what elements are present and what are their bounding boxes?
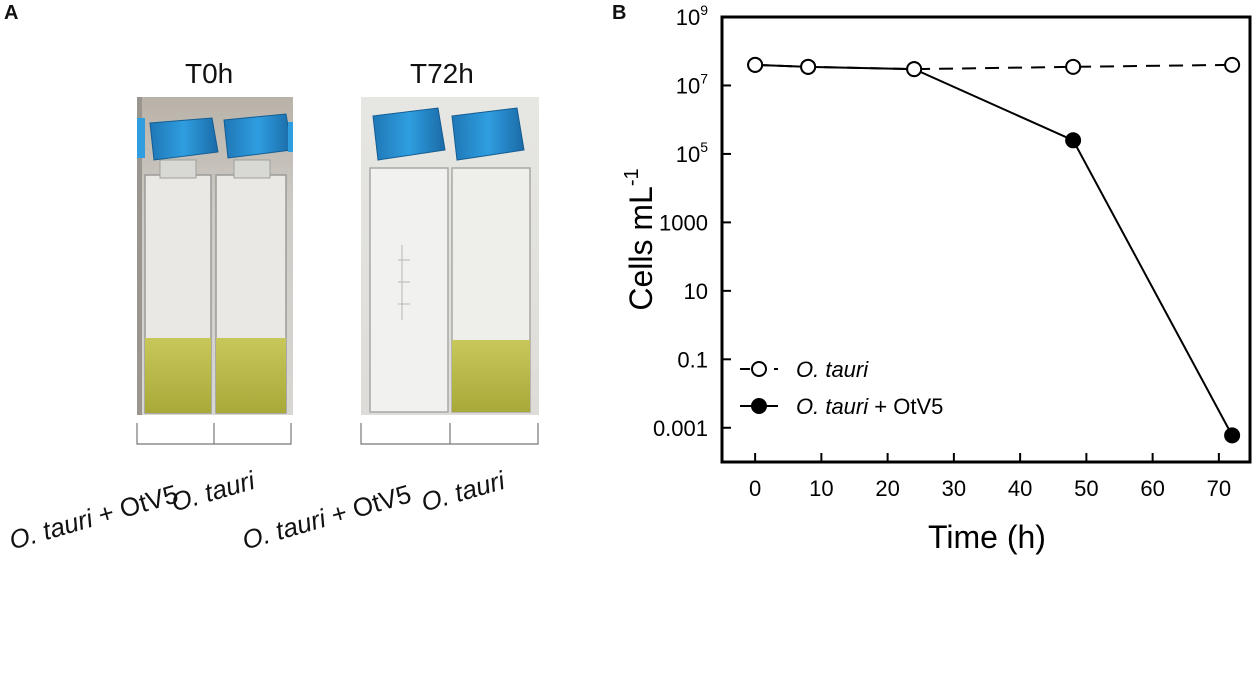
photo-title-t0h: T0h	[185, 58, 234, 89]
x-tick-label: 70	[1207, 476, 1231, 501]
x-tick-label: 30	[942, 476, 966, 501]
x-tick-label: 10	[809, 476, 833, 501]
data-point-filled	[1065, 132, 1082, 149]
legend-marker	[751, 361, 767, 377]
y-tick-label: 107	[676, 70, 708, 98]
panel-b: B 0 10 20 30 40 50 60 70 109 107 105 1000 10 0.1 0.001…	[600, 0, 1253, 676]
y-axis-label: Cells mL-1	[621, 168, 659, 310]
data-point-open	[1065, 58, 1082, 75]
data-point-open	[1224, 56, 1241, 73]
x-axis-label: Time (h)	[928, 519, 1046, 555]
x-tick-label: 40	[1008, 476, 1032, 501]
y-tick-label: 10	[684, 279, 708, 304]
series-line	[755, 63, 1233, 71]
panel-a: A T0h T72h	[0, 0, 600, 676]
plot-frame	[720, 15, 1252, 464]
y-tick-label: 109	[676, 2, 708, 30]
x-tick-label: 60	[1140, 476, 1164, 501]
legend-label: O. tauri + OtV5	[796, 394, 943, 419]
panel-a-letter: A	[4, 2, 19, 24]
data-point-open	[747, 56, 764, 73]
flask-photos	[136, 97, 539, 445]
x-tick-label: 50	[1074, 476, 1098, 501]
y-tick-label: 0.001	[653, 416, 708, 441]
legend-marker	[751, 398, 767, 414]
x-tick-label: 20	[875, 476, 899, 501]
x-tick-label: 0	[749, 476, 761, 501]
photo-title-t72h: T72h	[410, 58, 474, 89]
data-point-filled	[1224, 427, 1241, 444]
y-tick-label: 1000	[659, 210, 708, 235]
photo-t72h	[360, 97, 539, 445]
data-point-open	[906, 61, 923, 78]
panel-b-letter: B	[612, 2, 627, 24]
photo-t0h	[136, 97, 293, 445]
legend-label: O. tauri	[796, 357, 869, 382]
data-point-open	[800, 58, 817, 75]
y-tick-label: 105	[676, 139, 708, 167]
cell-count-chart: 0 10 20 30 40 50 60 70 109 107 105 1000 10 0.1 0.001 Ti…	[621, 2, 1252, 555]
y-tick-label: 0.1	[677, 347, 708, 372]
